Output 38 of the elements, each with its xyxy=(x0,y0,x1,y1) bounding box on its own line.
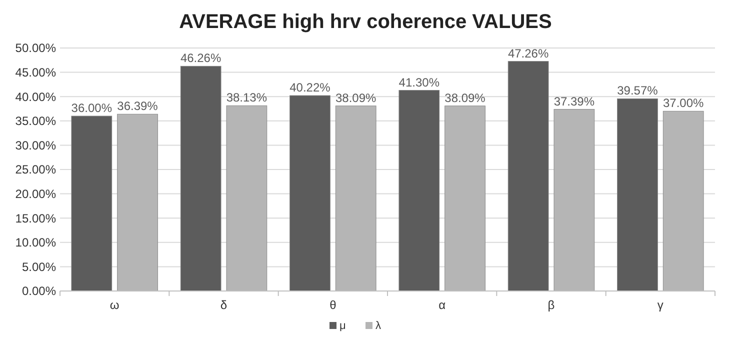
legend-label: μ xyxy=(340,320,346,332)
x-tick-label: α xyxy=(438,298,446,312)
bar xyxy=(617,98,658,292)
data-label: 37.00% xyxy=(663,96,704,110)
bar xyxy=(290,95,330,292)
y-tick-label: 10.00% xyxy=(15,236,56,250)
legend-label: λ xyxy=(376,320,382,332)
x-tick-label: δ xyxy=(220,298,228,312)
data-label: 39.57% xyxy=(617,84,658,98)
y-tick-label: 25.00% xyxy=(15,162,56,177)
chart-title: AVERAGE high hrv coherence VALUES xyxy=(179,11,552,33)
bar xyxy=(71,116,112,292)
data-label: 36.39% xyxy=(117,99,158,114)
x-tick-label: γ xyxy=(657,298,664,312)
y-tick-label: 20.00% xyxy=(15,187,56,201)
bar xyxy=(398,90,440,292)
y-tick-label: 15.00% xyxy=(15,211,56,226)
data-label: 47.26% xyxy=(508,46,549,60)
y-tick-label: 50.00% xyxy=(15,41,56,56)
y-tick-label: 35.00% xyxy=(15,114,56,128)
y-tick-label: 5.00% xyxy=(22,260,56,274)
data-label: 40.22% xyxy=(290,80,331,95)
y-tick-label: 0.00% xyxy=(22,284,56,298)
y-tick-label: 30.00% xyxy=(15,138,56,152)
bar xyxy=(508,61,549,292)
data-label: 46.26% xyxy=(180,51,222,66)
x-tick-label: β xyxy=(548,298,555,312)
data-label: 38.09% xyxy=(336,90,377,105)
bar xyxy=(180,66,222,292)
x-tick-label: ω xyxy=(110,298,120,312)
data-label: 38.13% xyxy=(226,90,268,105)
data-label: 38.09% xyxy=(444,90,486,105)
data-label: 36.00% xyxy=(71,101,112,116)
y-tick-label: 40.00% xyxy=(15,90,56,104)
data-label: 41.30% xyxy=(398,75,440,90)
data-label: 37.39% xyxy=(554,94,595,108)
y-tick-label: 45.00% xyxy=(15,66,56,80)
x-tick-label: θ xyxy=(330,298,337,312)
